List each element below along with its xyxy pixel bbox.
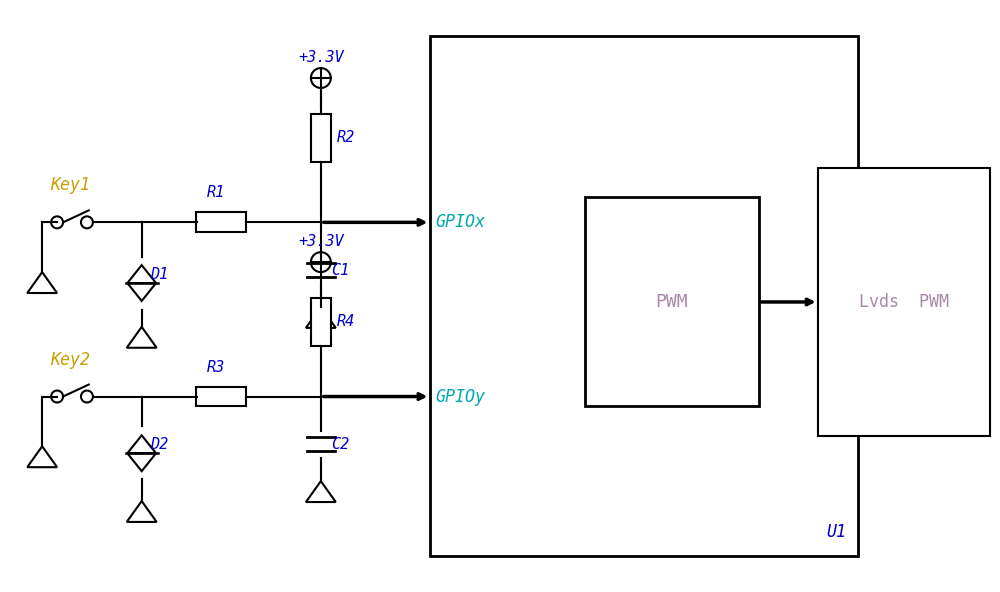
Text: Key2: Key2 xyxy=(50,350,90,369)
Bar xyxy=(311,298,331,346)
Text: C2: C2 xyxy=(331,437,349,452)
Text: R1: R1 xyxy=(207,185,225,201)
Text: R3: R3 xyxy=(207,359,225,375)
Bar xyxy=(430,36,858,556)
Bar xyxy=(196,387,246,407)
Bar xyxy=(818,168,990,436)
Text: Lvds  PWM: Lvds PWM xyxy=(859,293,949,311)
Text: GPIOy: GPIOy xyxy=(435,388,485,406)
Text: U1: U1 xyxy=(826,523,846,541)
Text: GPIOx: GPIOx xyxy=(435,213,485,231)
Text: R4: R4 xyxy=(337,314,355,329)
Text: +3.3V: +3.3V xyxy=(298,234,344,249)
Text: +3.3V: +3.3V xyxy=(298,50,344,65)
Bar xyxy=(311,114,331,162)
Text: R2: R2 xyxy=(337,130,355,145)
Text: PWM: PWM xyxy=(655,293,688,311)
Text: Key1: Key1 xyxy=(50,176,90,195)
Text: D1: D1 xyxy=(150,266,168,282)
Text: D2: D2 xyxy=(150,437,168,452)
Bar xyxy=(585,198,759,407)
Bar xyxy=(196,213,246,232)
Text: C1: C1 xyxy=(331,263,349,278)
